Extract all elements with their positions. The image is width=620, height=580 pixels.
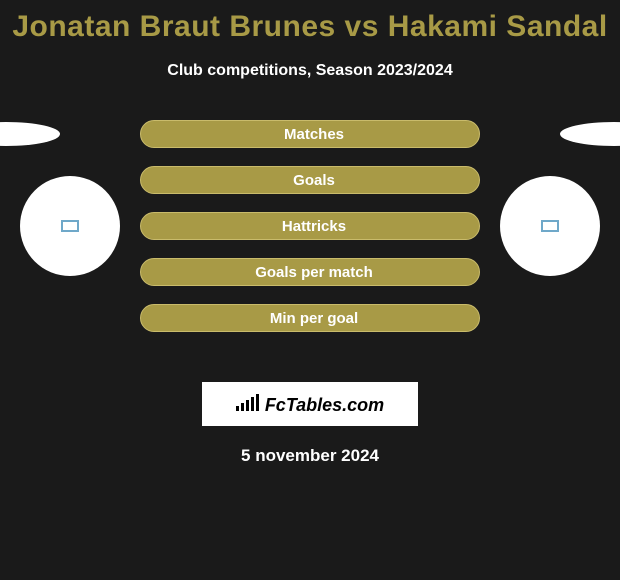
page-title: Jonatan Braut Brunes vs Hakami Sandal (0, 0, 620, 44)
metric-bar-matches: Matches (140, 120, 480, 148)
metric-label: Goals per match (255, 264, 373, 281)
image-placeholder-icon (61, 220, 79, 232)
metric-bar-min-per-goal: Min per goal (140, 304, 480, 332)
logo-box: FcTables.com (202, 382, 418, 426)
metric-bar-goals: Goals (140, 166, 480, 194)
player-avatar-right (500, 176, 600, 276)
metric-label: Hattricks (282, 218, 346, 235)
team-ellipse-right (560, 122, 620, 146)
metric-bar-goals-per-match: Goals per match (140, 258, 480, 286)
metric-bars: Matches Goals Hattricks Goals per match … (140, 120, 480, 332)
metric-bar-hattricks: Hattricks (140, 212, 480, 240)
metric-label: Min per goal (270, 310, 358, 327)
fctables-logo: FcTables.com (236, 393, 384, 416)
metric-label: Matches (284, 126, 344, 143)
logo-bars-icon (236, 393, 259, 411)
metric-label: Goals (293, 172, 335, 189)
date-text: 5 november 2024 (0, 446, 620, 466)
team-ellipse-left (0, 122, 60, 146)
player-avatar-left (20, 176, 120, 276)
image-placeholder-icon (541, 220, 559, 232)
comparison-area: Matches Goals Hattricks Goals per match … (0, 120, 620, 350)
logo-text: FcTables.com (265, 395, 384, 416)
page-subtitle: Club competitions, Season 2023/2024 (0, 62, 620, 80)
